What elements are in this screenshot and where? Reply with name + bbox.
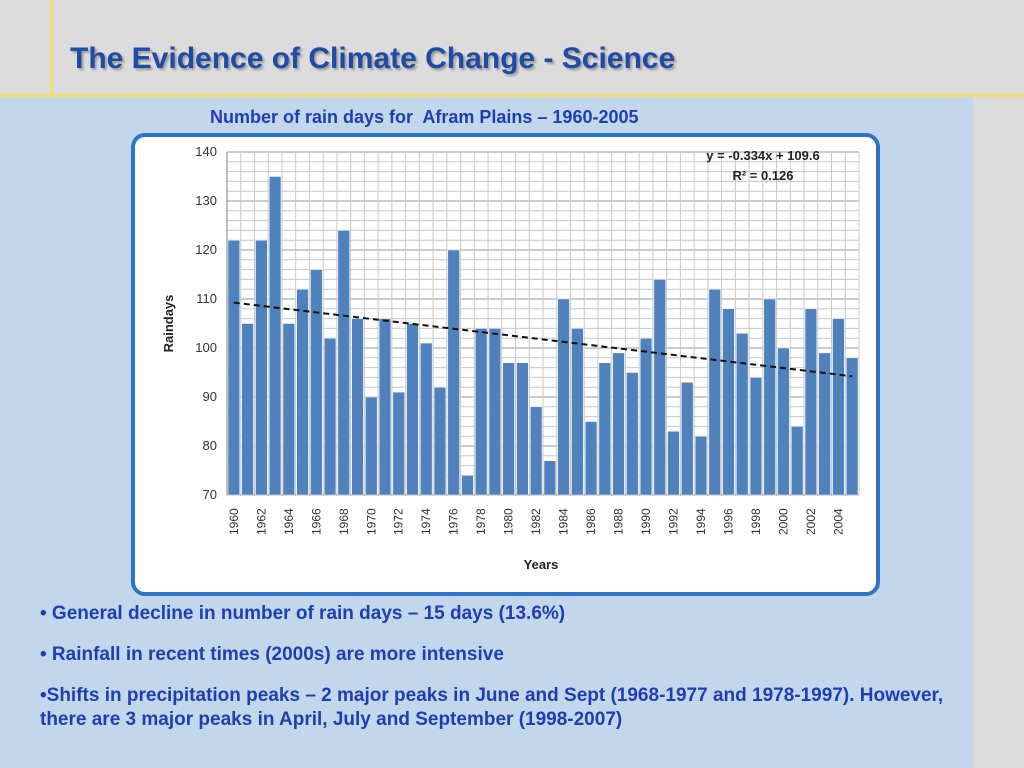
bar (392, 391, 405, 496)
bar (653, 279, 666, 496)
bar (337, 230, 350, 496)
bar (571, 328, 584, 496)
x-tick-label: 1980 (502, 508, 516, 535)
y-tick-label: 100 (195, 340, 217, 355)
bar (681, 382, 694, 496)
bar (502, 362, 515, 496)
x-tick-label: 2002 (804, 508, 818, 535)
bar (639, 337, 653, 496)
chart-frame: 70 80 90 100 110 120 130 140 1960 1962 1964 1966 196… (131, 133, 880, 596)
rain-days-chart: 70 80 90 100 110 120 130 140 1960 1962 1964 1966 196… (161, 144, 860, 572)
bar (557, 298, 570, 496)
x-tick-label: 1990 (639, 508, 653, 535)
x-tick-label: 1996 (721, 508, 735, 535)
x-tick-label: 1978 (474, 508, 488, 535)
bar (227, 239, 240, 496)
x-tick-label: 1970 (364, 508, 378, 535)
x-tick-label: 1988 (612, 508, 626, 535)
bullet-2: • Rainfall in recent times (2000s) are m… (40, 644, 504, 665)
bullet-3: •Shifts in precipitation peaks – 2 major… (40, 685, 944, 730)
bar (749, 377, 763, 496)
top-accent-vline (50, 0, 53, 94)
bar (475, 328, 488, 496)
bar (846, 357, 859, 496)
bar (694, 435, 708, 496)
bar (818, 352, 831, 496)
y-tick-label: 110 (196, 291, 217, 306)
x-axis-title: Years (524, 557, 559, 572)
y-tick-label: 130 (195, 193, 217, 208)
bullet-list: • General decline in number of rain days… (40, 602, 960, 749)
bar (804, 308, 818, 496)
bar (365, 396, 378, 496)
x-tick-label: 1960 (227, 508, 241, 535)
x-tick-label: 1972 (392, 508, 406, 535)
bar (763, 298, 776, 496)
x-tick-label: 1982 (529, 508, 543, 535)
slide-title: The Evidence of Climate Change - Science (70, 42, 676, 75)
bar (832, 318, 845, 496)
bullet-1: • General decline in number of rain days… (40, 603, 566, 624)
bar (310, 269, 323, 496)
x-tick-label: 2004 (831, 508, 845, 535)
x-tick-label: 1964 (282, 508, 296, 535)
bar (530, 406, 543, 496)
bar (736, 333, 749, 496)
y-tick-label: 90 (203, 389, 217, 404)
y-tick-label: 80 (203, 438, 217, 453)
bar (447, 249, 460, 496)
trendline (233, 301, 853, 378)
bar (598, 362, 611, 496)
bar (667, 431, 680, 496)
bar (406, 323, 419, 496)
bar (296, 288, 309, 496)
title-divider (0, 94, 1024, 97)
bar (268, 176, 282, 496)
bar (351, 318, 364, 496)
bar (323, 337, 337, 496)
bar (722, 308, 735, 496)
bar (791, 426, 804, 496)
bar (241, 323, 254, 496)
bar (255, 239, 268, 496)
x-tick-label: 1986 (584, 508, 598, 535)
bar (626, 372, 639, 496)
bar (612, 352, 625, 496)
bar (433, 386, 447, 496)
chart-title: Number of rain days for Afram Plains – 1… (210, 107, 639, 127)
bar (584, 421, 598, 496)
y-tick-label: 70 (203, 487, 217, 502)
x-tick-label: 1966 (309, 508, 323, 535)
bar (543, 460, 556, 496)
y-axis-title: Raindays (161, 295, 176, 353)
bar (516, 362, 529, 496)
y-tick-label: 120 (195, 242, 217, 257)
y-tick-label: 140 (195, 144, 217, 159)
bar (461, 475, 474, 496)
x-tick-label: 1994 (694, 508, 708, 535)
bar (282, 323, 295, 496)
bar (420, 342, 433, 496)
bar (708, 288, 721, 496)
bar (488, 328, 502, 496)
x-tick-label: 1998 (749, 508, 763, 535)
x-tick-label: 1968 (337, 508, 351, 535)
x-tick-label: 1974 (419, 508, 433, 535)
x-tick-label: 2000 (776, 508, 790, 535)
trend-equation: y = -0.334x + 109.6 (706, 148, 819, 163)
x-tick-label: 1992 (667, 508, 681, 535)
bar (378, 318, 392, 496)
x-tick-label: 1962 (254, 508, 268, 535)
x-tick-label: 1976 (447, 508, 461, 535)
bar (777, 347, 790, 496)
trend-r-squared: R² = 0.126 (732, 168, 793, 183)
x-tick-label: 1984 (557, 508, 571, 535)
